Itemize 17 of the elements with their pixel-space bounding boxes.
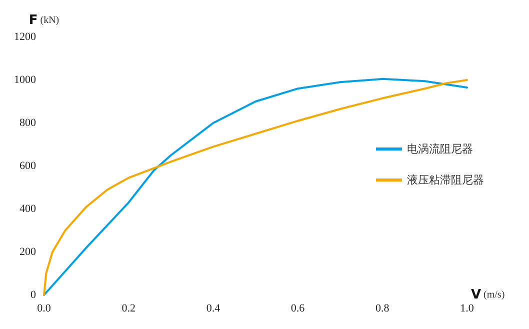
x-tick-label: 0.2: [122, 302, 136, 314]
y-tick-label: 600: [20, 160, 36, 172]
x-tick-label: 0.4: [206, 302, 221, 314]
x-tick-label: 0.8: [376, 302, 390, 314]
x-axis-title: V (m/s): [471, 288, 505, 302]
y-tick-label: 200: [20, 246, 36, 258]
y-tick-label: 800: [20, 117, 36, 129]
legend-label: 液压粘滞阻尼器: [407, 174, 484, 186]
x-tick-label: 1.0: [460, 302, 474, 314]
y-axis-title: F (kN): [28, 13, 60, 28]
legend-label: 电涡流阻尼器: [407, 142, 473, 156]
y-tick-label: 1000: [14, 74, 36, 86]
x-tick-label: 0.0: [37, 302, 52, 314]
y-tick-label: 0: [30, 289, 36, 301]
y-tick-label: 1200: [14, 31, 36, 43]
y-tick-label: 400: [20, 203, 36, 215]
x-tick-label: 0.6: [290, 302, 306, 314]
